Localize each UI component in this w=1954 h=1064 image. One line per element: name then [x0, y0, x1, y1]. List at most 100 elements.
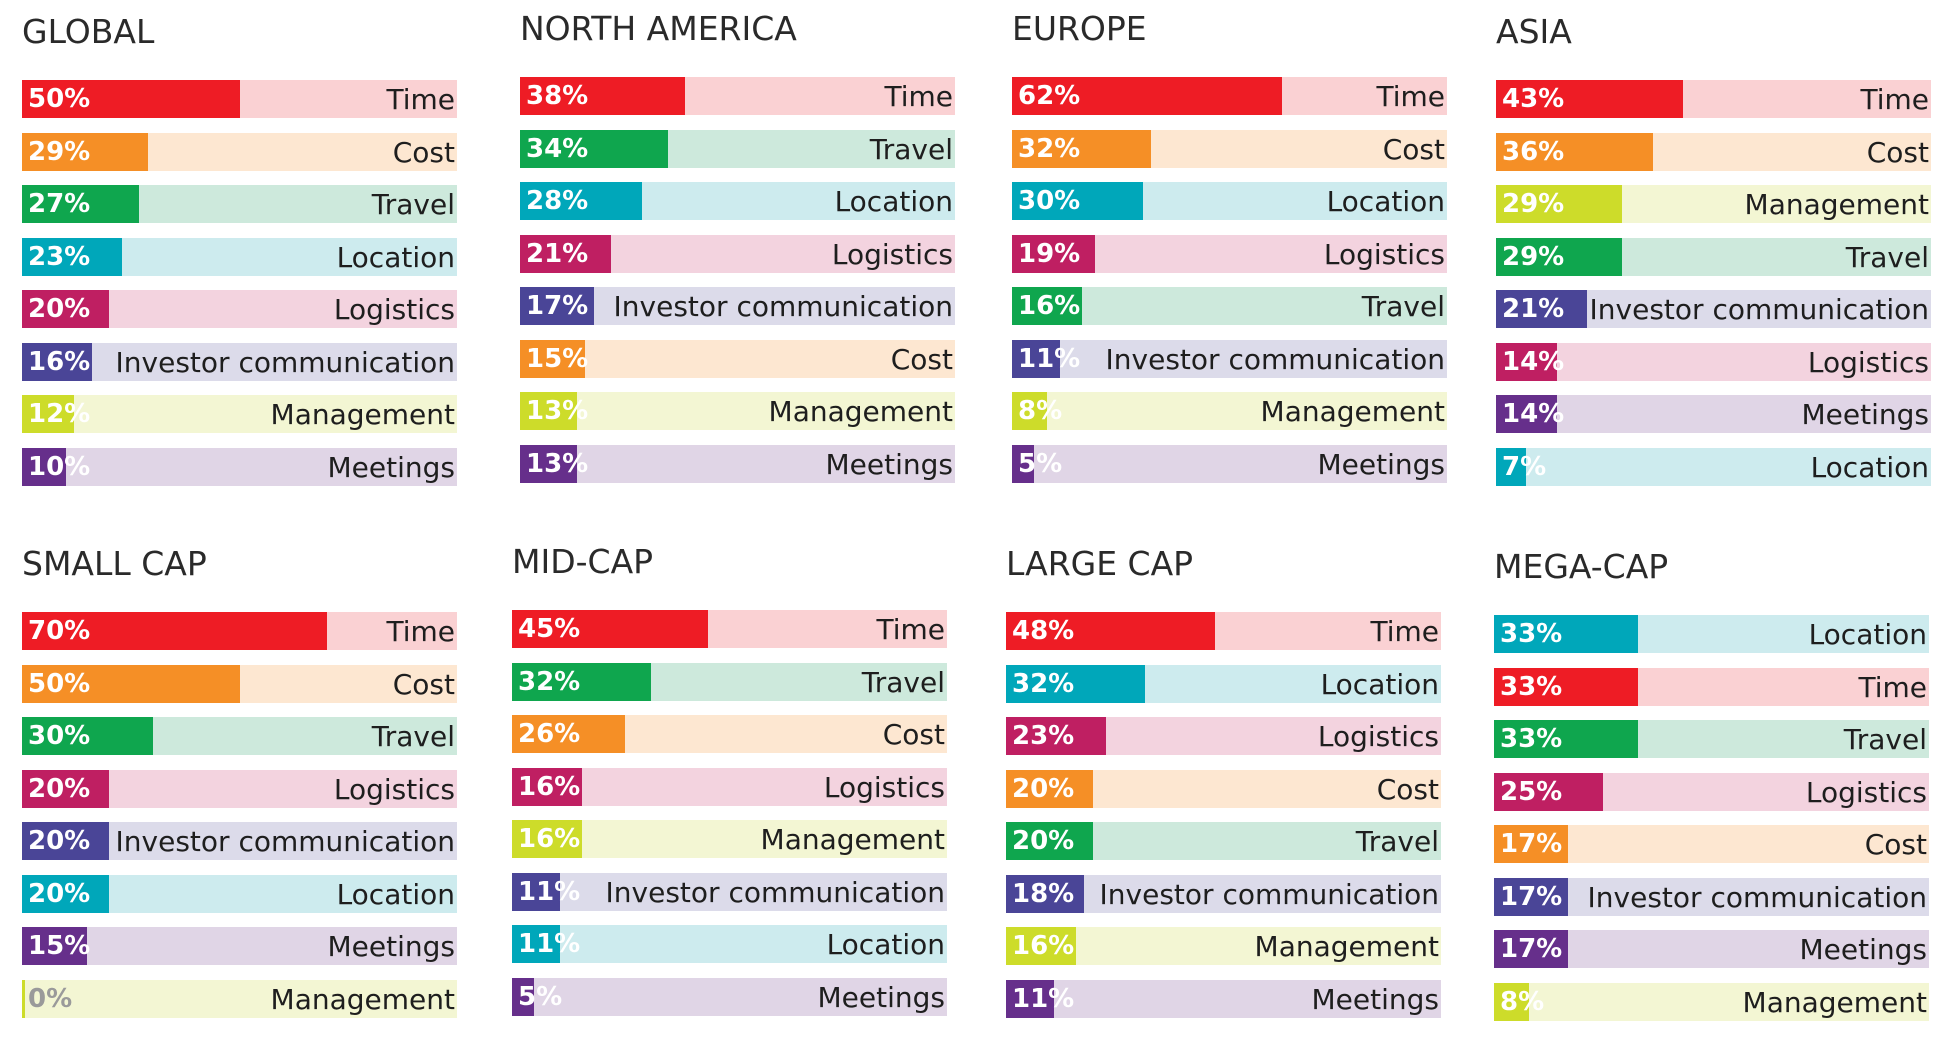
bar-row: 45% Time	[512, 610, 947, 648]
category-label: Meetings	[817, 980, 945, 1014]
bar-row: 5% Meetings	[1012, 444, 1447, 483]
bar-track	[1012, 287, 1447, 325]
bar-row: 20% Investor communication	[22, 822, 457, 860]
data-label: 13%	[526, 396, 589, 426]
bar-row: 29% Travel	[1496, 237, 1931, 276]
bar-row: 20% Cost	[1006, 769, 1441, 808]
bar-row: 15% Cost	[520, 339, 955, 378]
category-label: Investor communication	[605, 875, 945, 909]
bar	[22, 769, 109, 808]
bar-row: 13% Management	[520, 392, 955, 430]
bar-row: 25% Logistics	[1494, 772, 1929, 811]
data-label: 30%	[28, 721, 91, 751]
bar-track	[1496, 395, 1931, 433]
bar-row: 11% Meetings	[1006, 979, 1441, 1018]
category-label: Location	[1320, 667, 1439, 701]
bar	[22, 132, 149, 171]
bar-row: 23% Logistics	[1006, 717, 1441, 755]
bar-row: 70% Time	[22, 612, 457, 650]
bar-track	[22, 342, 457, 381]
chart-title: LARGE CAP	[1006, 544, 1194, 583]
bar-track	[1006, 979, 1441, 1018]
bar-row: 26% Cost	[512, 715, 947, 753]
category-label: Management	[270, 398, 455, 431]
category-label: Travel	[861, 665, 945, 699]
chart-panel: EUROPE 62% Time 32% Cost 30% Location 19% Logist…	[1012, 5, 1447, 497]
data-label: 11%	[1012, 983, 1075, 1014]
bar-row: 32% Location	[1006, 664, 1441, 703]
bar-track	[1496, 342, 1931, 381]
bar-row: 29% Cost	[22, 132, 457, 171]
data-label: 11%	[518, 876, 581, 907]
chart-title: EUROPE	[1012, 9, 1147, 48]
bar	[22, 395, 75, 433]
bar	[1006, 664, 1146, 703]
bar	[1012, 182, 1143, 220]
bar-row: 11% Location	[512, 925, 947, 963]
category-label: Time	[386, 615, 455, 648]
category-label: Investor communication	[613, 290, 953, 323]
bar-row: 23% Location	[22, 237, 457, 276]
data-label: 5%	[518, 981, 563, 1012]
bar	[520, 234, 612, 273]
bar-track	[1006, 927, 1441, 965]
bar	[512, 820, 582, 858]
bar-track	[1494, 982, 1929, 1021]
category-label: Meetings	[825, 447, 953, 481]
bar-row: 43% Time	[1496, 80, 1931, 118]
bar-row: 17% Investor communication	[1494, 877, 1929, 916]
bar	[22, 237, 123, 276]
bar-track	[22, 447, 457, 486]
bar	[520, 287, 594, 325]
bar-row: 5% Meetings	[512, 977, 947, 1016]
bar-track	[512, 977, 947, 1016]
data-label: 0%	[28, 983, 73, 1014]
bar-row: 7% Location	[1496, 447, 1931, 486]
data-label: 17%	[1500, 934, 1563, 964]
bar-row: 14% Meetings	[1496, 395, 1931, 433]
bar-row: 21% Investor communication	[1496, 290, 1931, 328]
bar	[22, 290, 109, 328]
category-label: Management	[1742, 985, 1927, 1019]
category-label: Logistics	[1323, 237, 1445, 271]
bar-track	[1012, 444, 1447, 483]
data-label: 32%	[518, 666, 581, 697]
data-label: 50%	[28, 668, 91, 699]
data-label: 33%	[1500, 671, 1563, 702]
bar-row: 34% Travel	[520, 129, 955, 168]
data-label: 8%	[1500, 986, 1545, 1017]
data-label: 11%	[1018, 343, 1081, 374]
data-label: 27%	[28, 189, 91, 219]
bar-row: 50% Time	[22, 80, 457, 118]
bar	[22, 717, 153, 755]
data-label: 17%	[1500, 829, 1563, 859]
bar-row: 62% Time	[1012, 77, 1447, 115]
data-label: 45%	[518, 614, 581, 644]
bar-row: 12% Management	[22, 395, 457, 433]
bar-row: 0% Management	[22, 979, 457, 1018]
bar	[1494, 825, 1568, 863]
category-label: Logistics	[1807, 345, 1929, 379]
bar-row: 32% Travel	[512, 662, 947, 701]
bar-row: 27% Travel	[22, 185, 457, 223]
category-label: Travel	[371, 188, 455, 221]
bar	[1012, 77, 1282, 115]
data-label: 21%	[1502, 294, 1565, 324]
category-label: Travel	[1843, 723, 1927, 756]
category-label: Cost	[1866, 135, 1929, 169]
bar	[1496, 342, 1557, 381]
chart-panel: ASIA 43% Time 36% Cost 29% Management 29% Travel…	[1496, 8, 1931, 500]
category-label: Meetings	[327, 450, 455, 484]
bar	[1012, 287, 1082, 325]
category-label: Cost	[882, 718, 945, 751]
bar	[22, 80, 240, 118]
data-label: 38%	[526, 81, 589, 111]
data-label: 19%	[1018, 238, 1081, 269]
bar-track	[512, 820, 947, 858]
category-label: Investor communication	[1589, 293, 1929, 326]
data-label: 33%	[1500, 724, 1563, 754]
category-label: Investor communication	[1587, 880, 1927, 914]
chart-panel: NORTH AMERICA 38% Time 34% Travel 28% Location…	[520, 5, 955, 497]
data-label: 32%	[1018, 133, 1081, 164]
category-label: Cost	[392, 667, 455, 701]
